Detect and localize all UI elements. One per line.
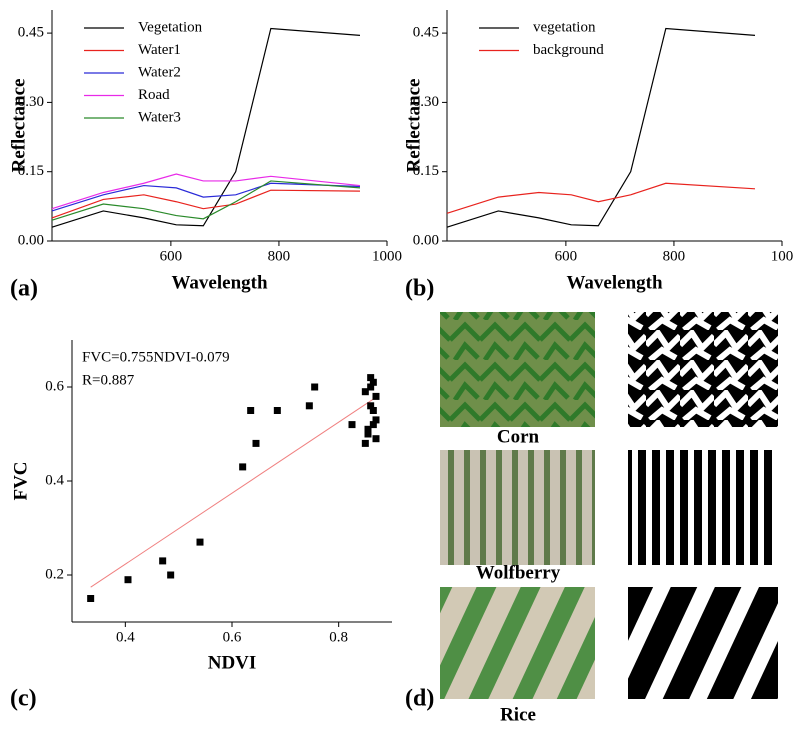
- point: [372, 416, 380, 424]
- point: [369, 421, 377, 429]
- series-line: [51, 180, 361, 221]
- crop-label: Wolfberry: [476, 562, 561, 583]
- y-tick-label: 0.30: [413, 94, 439, 110]
- point: [364, 430, 372, 438]
- wolfberry-mask: [628, 450, 778, 565]
- y-tick-label: 0.00: [18, 232, 44, 248]
- legend-label: Road: [138, 87, 170, 103]
- series-line: [51, 173, 361, 210]
- point: [311, 383, 319, 391]
- x-tick-label: 800: [268, 248, 291, 264]
- crop-label: Corn: [497, 426, 540, 447]
- y-tick-label: 0.30: [18, 94, 44, 110]
- y-tick-label: 0.4: [45, 472, 64, 488]
- legend-label: Vegetation: [138, 19, 203, 35]
- x-tick-label: 0.8: [329, 629, 348, 645]
- series-line: [446, 182, 756, 214]
- y-axis-label: Reflectance: [8, 79, 29, 173]
- point: [167, 571, 175, 579]
- point: [348, 421, 356, 429]
- x-axis-label: Wavelength: [566, 272, 662, 293]
- point: [273, 407, 281, 414]
- point: [252, 439, 260, 447]
- point: [196, 538, 204, 546]
- x-tick-label: 1000: [372, 248, 402, 264]
- point: [364, 425, 372, 433]
- panel-label: (d): [405, 686, 434, 712]
- series-line: [446, 27, 756, 228]
- point: [369, 407, 377, 414]
- point: [372, 392, 380, 400]
- legend-label: Water3: [138, 109, 181, 125]
- panel-label: (c): [10, 686, 37, 712]
- y-axis-label: FVC: [10, 461, 31, 500]
- point: [159, 557, 167, 565]
- x-axis-label: Wavelength: [171, 272, 267, 293]
- fit-line: [90, 396, 377, 588]
- point: [369, 378, 377, 386]
- x-tick-label: 600: [160, 248, 183, 264]
- annotation: R=0.887: [82, 372, 135, 388]
- panel-label: (a): [10, 276, 38, 302]
- y-tick-label: 0.45: [18, 25, 44, 41]
- series-line: [51, 27, 361, 228]
- point: [239, 463, 247, 471]
- crop-label: Rice: [500, 704, 536, 725]
- y-tick-label: 0.15: [413, 163, 439, 179]
- y-axis-label: Reflectance: [403, 79, 424, 173]
- legend-label: Water2: [138, 64, 181, 80]
- point: [367, 374, 375, 382]
- x-axis-label: NDVI: [208, 652, 257, 673]
- series-line: [51, 182, 361, 212]
- legend-label: background: [533, 42, 604, 58]
- x-tick-label: 600: [555, 248, 578, 264]
- x-tick-label: 100: [771, 248, 794, 264]
- y-tick-label: 0.15: [18, 163, 44, 179]
- legend-label: vegetation: [533, 19, 596, 35]
- y-tick-label: 0.6: [45, 378, 64, 394]
- point: [124, 576, 132, 584]
- rice-photo: [440, 587, 595, 699]
- panel-label: (b): [405, 276, 434, 302]
- series-line: [51, 189, 360, 219]
- y-tick-label: 0.00: [413, 232, 439, 248]
- point: [361, 388, 369, 396]
- corn-photo: [440, 312, 595, 427]
- point: [87, 595, 95, 602]
- annotation: FVC=0.755NDVI-0.079: [82, 349, 230, 365]
- y-tick-label: 0.2: [45, 566, 64, 582]
- point: [247, 407, 255, 414]
- point: [372, 435, 380, 443]
- point: [361, 439, 369, 447]
- point: [305, 402, 313, 410]
- y-tick-label: 0.45: [413, 25, 439, 41]
- x-tick-label: 0.6: [223, 629, 242, 645]
- x-tick-label: 800: [663, 248, 686, 264]
- wolfberry-photo: [440, 450, 595, 565]
- corn-mask: [628, 312, 778, 427]
- legend-label: Water1: [138, 42, 181, 58]
- panel-d-images: [440, 312, 778, 699]
- x-tick-label: 0.4: [116, 629, 135, 645]
- rice-mask: [628, 587, 778, 699]
- point: [367, 402, 375, 410]
- point: [367, 383, 375, 391]
